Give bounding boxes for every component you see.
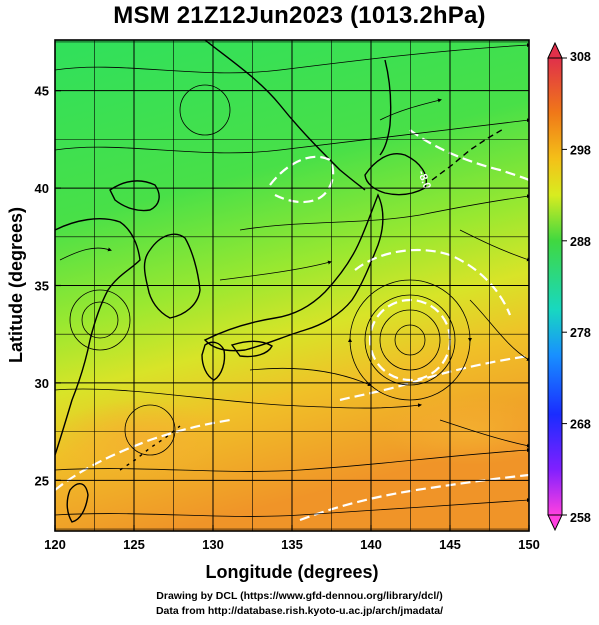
map-title: MSM 21Z12Jun2023 (1013.2hPa) [113, 2, 486, 29]
colorbar-tick-label: 308 [570, 50, 591, 64]
x-tick-label: 140 [360, 537, 382, 552]
kyushu-outline [201, 341, 226, 381]
x-tick-label: 120 [44, 537, 66, 552]
taiwan-outline [66, 483, 89, 523]
russia-coast-outline [204, 40, 366, 191]
colorbar-bar [547, 57, 563, 516]
bohai-outline [109, 180, 160, 212]
y-axis-label: Latitude (degrees) [6, 207, 26, 363]
sakhalin-outline [379, 59, 392, 156]
x-tick-label: 130 [202, 537, 224, 552]
credits-line-2: Data from http://database.rish.kyoto-u.a… [155, 605, 444, 617]
y-tick-label: 35 [35, 279, 49, 294]
china-coast-outline [55, 218, 141, 456]
credits: Drawing by DCL (https://www.gfd-dennou.o… [0, 589, 599, 619]
land-outlines [55, 40, 506, 523]
x-tick-label: 125 [123, 537, 145, 552]
colorbar-tick-label: 268 [570, 418, 591, 432]
y-tick-label: 40 [35, 181, 49, 196]
x-axis-label: Longitude (degrees) [205, 562, 378, 582]
y-axis-ticks: 25 30 35 40 45 [35, 84, 61, 488]
honshu-outline [203, 193, 384, 352]
korea-outline [143, 233, 201, 319]
colorbar-tick-label: 258 [570, 511, 591, 525]
streamlines [55, 43, 529, 517]
colorbar-ticks: 308 298 288 278 268 258 [562, 50, 591, 525]
y-tick-label: 45 [35, 84, 49, 99]
colorbar-top-arrow [547, 41, 563, 59]
colorbar-tick-label: 288 [570, 235, 591, 249]
colorbar-bottom-arrow [547, 514, 563, 532]
x-axis-ticks: 120 125 130 135 140 145 150 [44, 525, 540, 552]
x-tick-label: 135 [281, 537, 303, 552]
colorbar-tick-label: 298 [570, 143, 591, 157]
y-tick-label: 25 [35, 473, 49, 488]
colorbar-tick-label: 278 [570, 326, 591, 340]
shikoku-outline [230, 340, 273, 358]
x-tick-label: 145 [439, 537, 461, 552]
credits-line-1: Drawing by DCL (https://www.gfd-dennou.o… [156, 590, 443, 602]
y-tick-label: 30 [35, 376, 49, 391]
colorbar: 308 298 288 278 268 258 [547, 41, 591, 532]
x-tick-label: 150 [518, 537, 540, 552]
